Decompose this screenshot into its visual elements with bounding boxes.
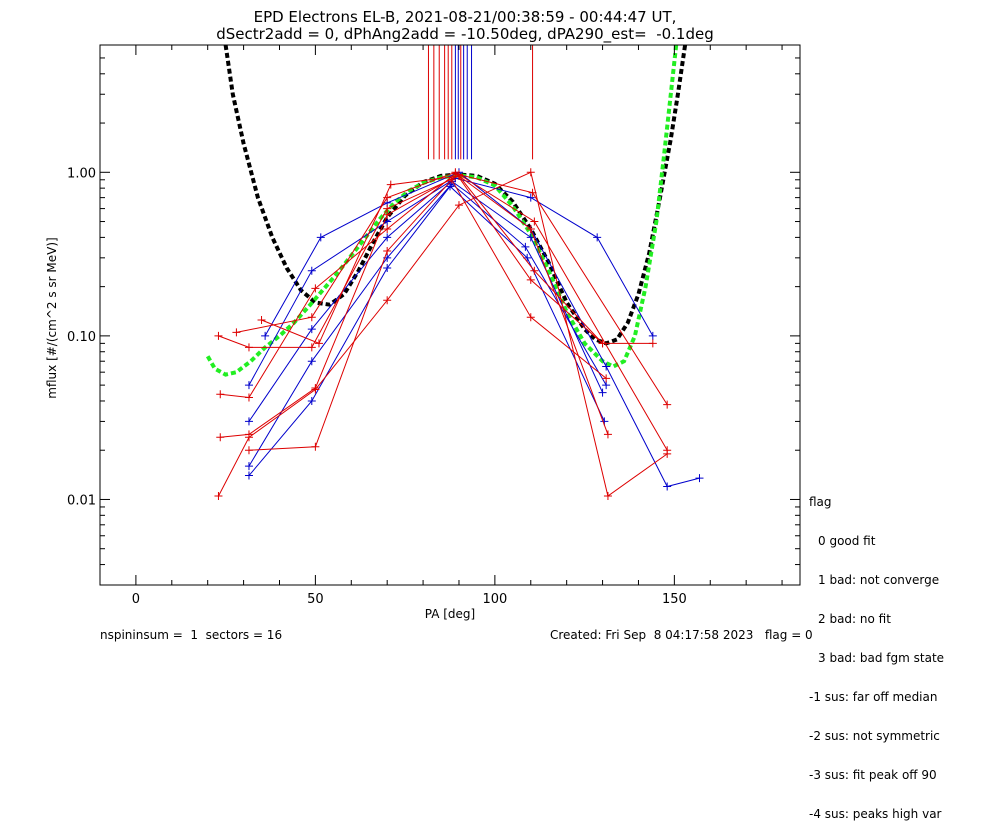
data-point [602,362,611,371]
data-point [386,180,395,189]
y-tick-label: 0.01 [67,493,96,508]
chart-title-line2: dSectr2add = 0, dPhAng2add = -10.50deg, … [216,25,714,43]
series-line [248,185,605,476]
fit-curve-black [223,45,688,346]
legend-entry: 3 bad: bad fgm state [818,651,945,665]
series-line [218,171,668,497]
data-point [383,193,392,202]
y-tick-label: 0.10 [67,330,96,345]
data-point [244,471,253,480]
data-point [603,491,612,500]
pitch-angle-chart: 0 50 100 150 0.01 0.10 1.00 PA [deg] mflux [#/… [45,44,801,621]
legend-entry: -2 sus: not symmetric [809,729,940,743]
data-point [602,374,611,383]
data-point [316,233,325,242]
data-point [648,339,657,348]
data-point [307,396,316,405]
x-tick-label: 50 [307,592,324,607]
data-point [593,233,602,242]
x-axis-label: PA [deg] [425,607,475,621]
data-point [216,390,225,399]
x-tick-label: 0 [132,592,140,607]
x-tick-label: 100 [482,592,507,607]
data-point [383,225,392,234]
data-point [648,331,657,340]
flag-legend: flag 0 good fit 1 bad: not converge 2 ba… [809,470,944,834]
data-point [244,343,253,352]
data-point [314,339,323,348]
data-point [602,381,611,390]
x-tick-label: 150 [662,592,687,607]
data-point [307,343,316,352]
data-point [521,242,530,251]
fit-curve-green [205,45,679,377]
plot-frame [99,44,801,586]
legend-entry: 1 bad: not converge [818,573,940,587]
data-point [526,225,535,234]
data-point [244,417,253,426]
series-line [261,175,603,345]
data-point [383,296,392,305]
data-point [526,193,535,202]
data-point [451,168,460,177]
data-point [244,446,253,455]
data-point [383,210,392,219]
data-point [526,275,535,284]
footer-left: nspininsum = 1 sectors = 16 [100,628,283,642]
data-point [257,316,266,325]
legend-entry: -4 sus: peaks high var [809,807,942,821]
series-line [248,183,607,467]
data-point [307,313,316,322]
data-point [603,430,612,439]
series-line [248,177,654,386]
data-point [598,339,607,348]
y-axis-label: mflux [#/(cm^2 s sr MeV)] [45,237,59,398]
data-point [311,442,320,451]
data-point [526,313,535,322]
data-point [214,491,223,500]
series-line [220,173,668,405]
data-point [307,325,316,334]
data-point [695,474,704,483]
legend-entry: -3 sus: fit peak off 90 [809,768,937,782]
data-point [454,171,463,180]
data-point [307,266,316,275]
data-point [663,400,672,409]
legend-entry: 0 good fit [818,534,876,548]
data-point [530,266,539,275]
data-point [216,433,225,442]
data-point [526,168,535,177]
data-point [598,388,607,397]
series-line [220,173,668,451]
chart-title-line1: EPD Electrons EL-B, 2021-08-21/00:38:59 … [253,8,677,26]
data-point [663,482,672,491]
data-point [383,263,392,272]
data-point [244,462,253,471]
y-tick-label: 1.00 [67,166,96,181]
data-point [244,381,253,390]
legend-entry: 2 bad: no fit [818,612,891,626]
data-point [663,449,672,458]
data-point [454,201,463,210]
data-point [261,331,270,340]
data-point [383,247,392,256]
series-line [264,171,700,488]
data-point [530,217,539,226]
series-line [248,180,604,422]
series-line [248,178,607,451]
data-point [383,233,392,242]
data-point [244,433,253,442]
data-point [232,328,241,337]
legend-entry: flag [809,495,832,509]
data-point [244,393,253,402]
data-point [214,331,223,340]
data-point [311,284,320,293]
data-point [307,357,316,366]
data-point [311,385,320,394]
footer-right: Created: Fri Sep 8 04:17:58 2023 flag = … [550,628,813,642]
legend-entry: -1 sus: far off median [809,690,938,704]
